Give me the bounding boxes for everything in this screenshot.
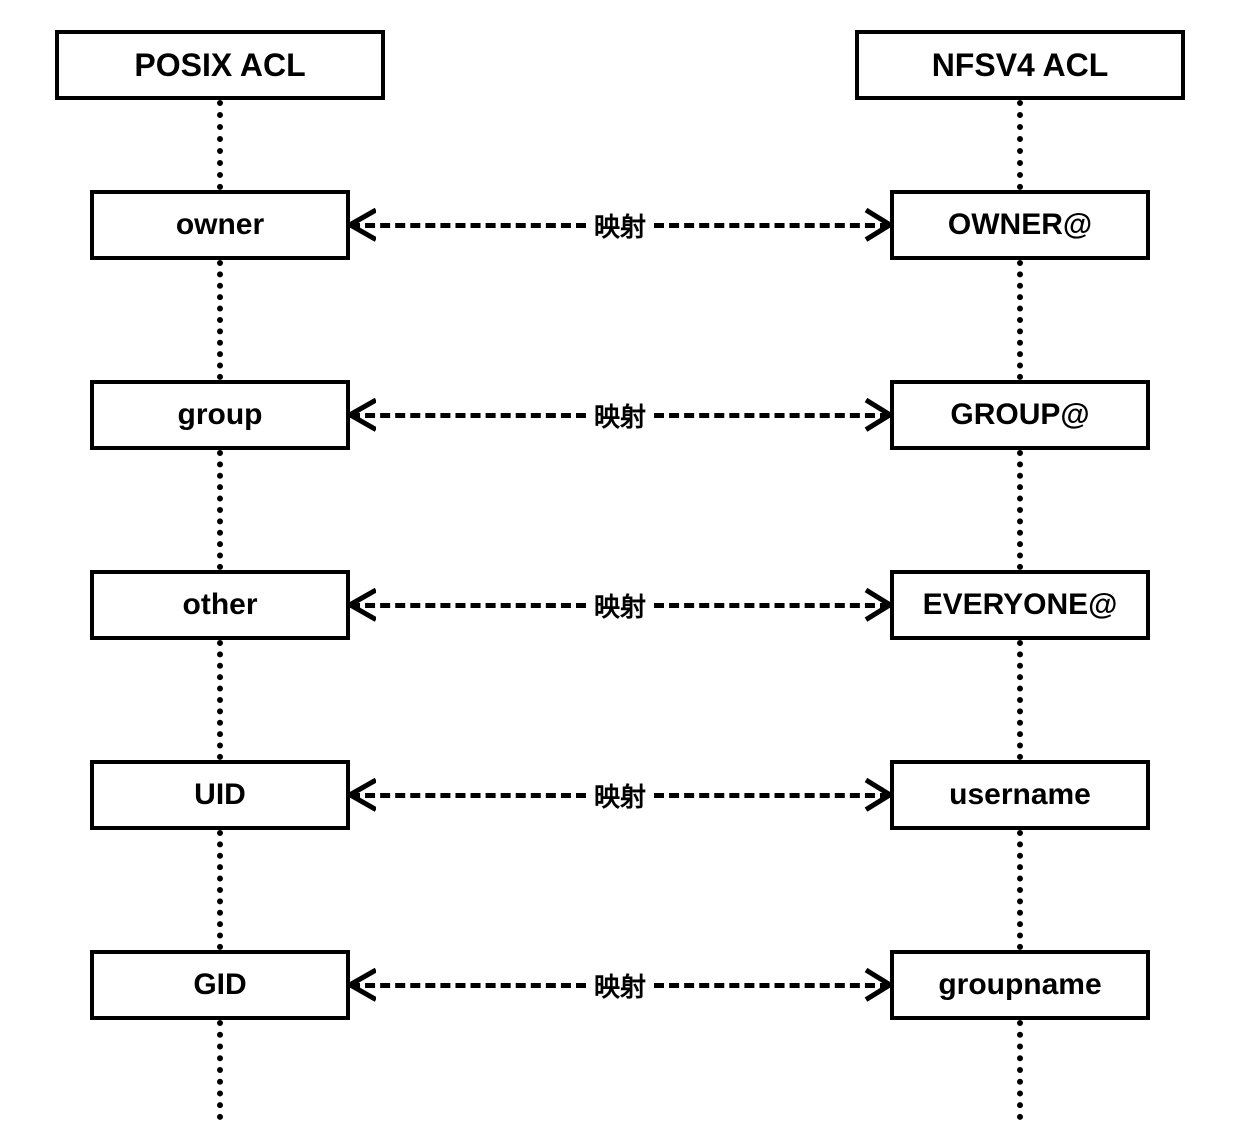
left-box-1-label: group bbox=[178, 398, 263, 432]
connector-2: 映射 bbox=[350, 587, 890, 623]
connector-1-line-left bbox=[350, 413, 586, 418]
left-lifeline-seg-3 bbox=[217, 640, 223, 760]
connector-4-label: 映射 bbox=[586, 967, 654, 1004]
left-lifeline-seg-5 bbox=[217, 1020, 223, 1120]
connector-1-arrow-left bbox=[348, 398, 376, 432]
connector-3-line-left bbox=[350, 793, 586, 798]
left-box-4: GID bbox=[90, 950, 350, 1020]
connector-3-arrow-left bbox=[348, 778, 376, 812]
right-lifeline-seg-3 bbox=[1017, 640, 1023, 760]
left-box-3: UID bbox=[90, 760, 350, 830]
right-box-3-label: username bbox=[949, 778, 1091, 812]
right-box-1-label: GROUP@ bbox=[950, 398, 1089, 432]
connector-3: 映射 bbox=[350, 777, 890, 813]
connector-4: 映射 bbox=[350, 967, 890, 1003]
connector-2-arrow-left bbox=[348, 588, 376, 622]
left-box-4-label: GID bbox=[193, 968, 246, 1002]
connector-3-line-right bbox=[654, 793, 890, 798]
right-box-4-label: groupname bbox=[938, 968, 1101, 1002]
connector-3-label: 映射 bbox=[586, 777, 654, 814]
connector-0-line-left bbox=[350, 223, 586, 228]
connector-3-arrow-right bbox=[864, 778, 892, 812]
right-box-3: username bbox=[890, 760, 1150, 830]
right-box-0-label: OWNER@ bbox=[948, 208, 1092, 242]
nfsv4-acl-header-label: NFSV4 ACL bbox=[932, 47, 1109, 84]
right-lifeline-seg-1 bbox=[1017, 260, 1023, 380]
left-box-3-label: UID bbox=[194, 778, 246, 812]
connector-1-line-right bbox=[654, 413, 890, 418]
connector-1-arrow-right bbox=[864, 398, 892, 432]
posix-acl-header-label: POSIX ACL bbox=[134, 47, 305, 84]
connector-4-line-left bbox=[350, 983, 586, 988]
right-box-0: OWNER@ bbox=[890, 190, 1150, 260]
right-box-2-label: EVERYONE@ bbox=[923, 588, 1118, 622]
acl-mapping-diagram: POSIX ACL NFSV4 ACL owner OWNER@ 映射 group GROU… bbox=[20, 20, 1220, 1120]
left-box-2-label: other bbox=[183, 588, 258, 622]
connector-4-arrow-right bbox=[864, 968, 892, 1002]
left-box-0-label: owner bbox=[176, 208, 264, 242]
connector-4-arrow-left bbox=[348, 968, 376, 1002]
connector-2-arrow-right bbox=[864, 588, 892, 622]
right-lifeline-seg-4 bbox=[1017, 830, 1023, 950]
left-lifeline-seg-0 bbox=[217, 100, 223, 190]
left-lifeline-seg-4 bbox=[217, 830, 223, 950]
right-box-4: groupname bbox=[890, 950, 1150, 1020]
connector-1-label: 映射 bbox=[586, 397, 654, 434]
right-box-2: EVERYONE@ bbox=[890, 570, 1150, 640]
left-lifeline-seg-1 bbox=[217, 260, 223, 380]
right-lifeline-seg-0 bbox=[1017, 100, 1023, 190]
right-lifeline-seg-2 bbox=[1017, 450, 1023, 570]
left-box-1: group bbox=[90, 380, 350, 450]
left-lifeline-seg-2 bbox=[217, 450, 223, 570]
connector-1: 映射 bbox=[350, 397, 890, 433]
connector-0: 映射 bbox=[350, 207, 890, 243]
connector-2-line-left bbox=[350, 603, 586, 608]
connector-2-label: 映射 bbox=[586, 587, 654, 624]
posix-acl-header: POSIX ACL bbox=[55, 30, 385, 100]
left-box-2: other bbox=[90, 570, 350, 640]
nfsv4-acl-header: NFSV4 ACL bbox=[855, 30, 1185, 100]
connector-0-arrow-left bbox=[348, 208, 376, 242]
connector-0-line-right bbox=[654, 223, 890, 228]
connector-0-label: 映射 bbox=[586, 207, 654, 244]
connector-0-arrow-right bbox=[864, 208, 892, 242]
right-lifeline-seg-5 bbox=[1017, 1020, 1023, 1120]
connector-4-line-right bbox=[654, 983, 890, 988]
right-box-1: GROUP@ bbox=[890, 380, 1150, 450]
left-box-0: owner bbox=[90, 190, 350, 260]
connector-2-line-right bbox=[654, 603, 890, 608]
